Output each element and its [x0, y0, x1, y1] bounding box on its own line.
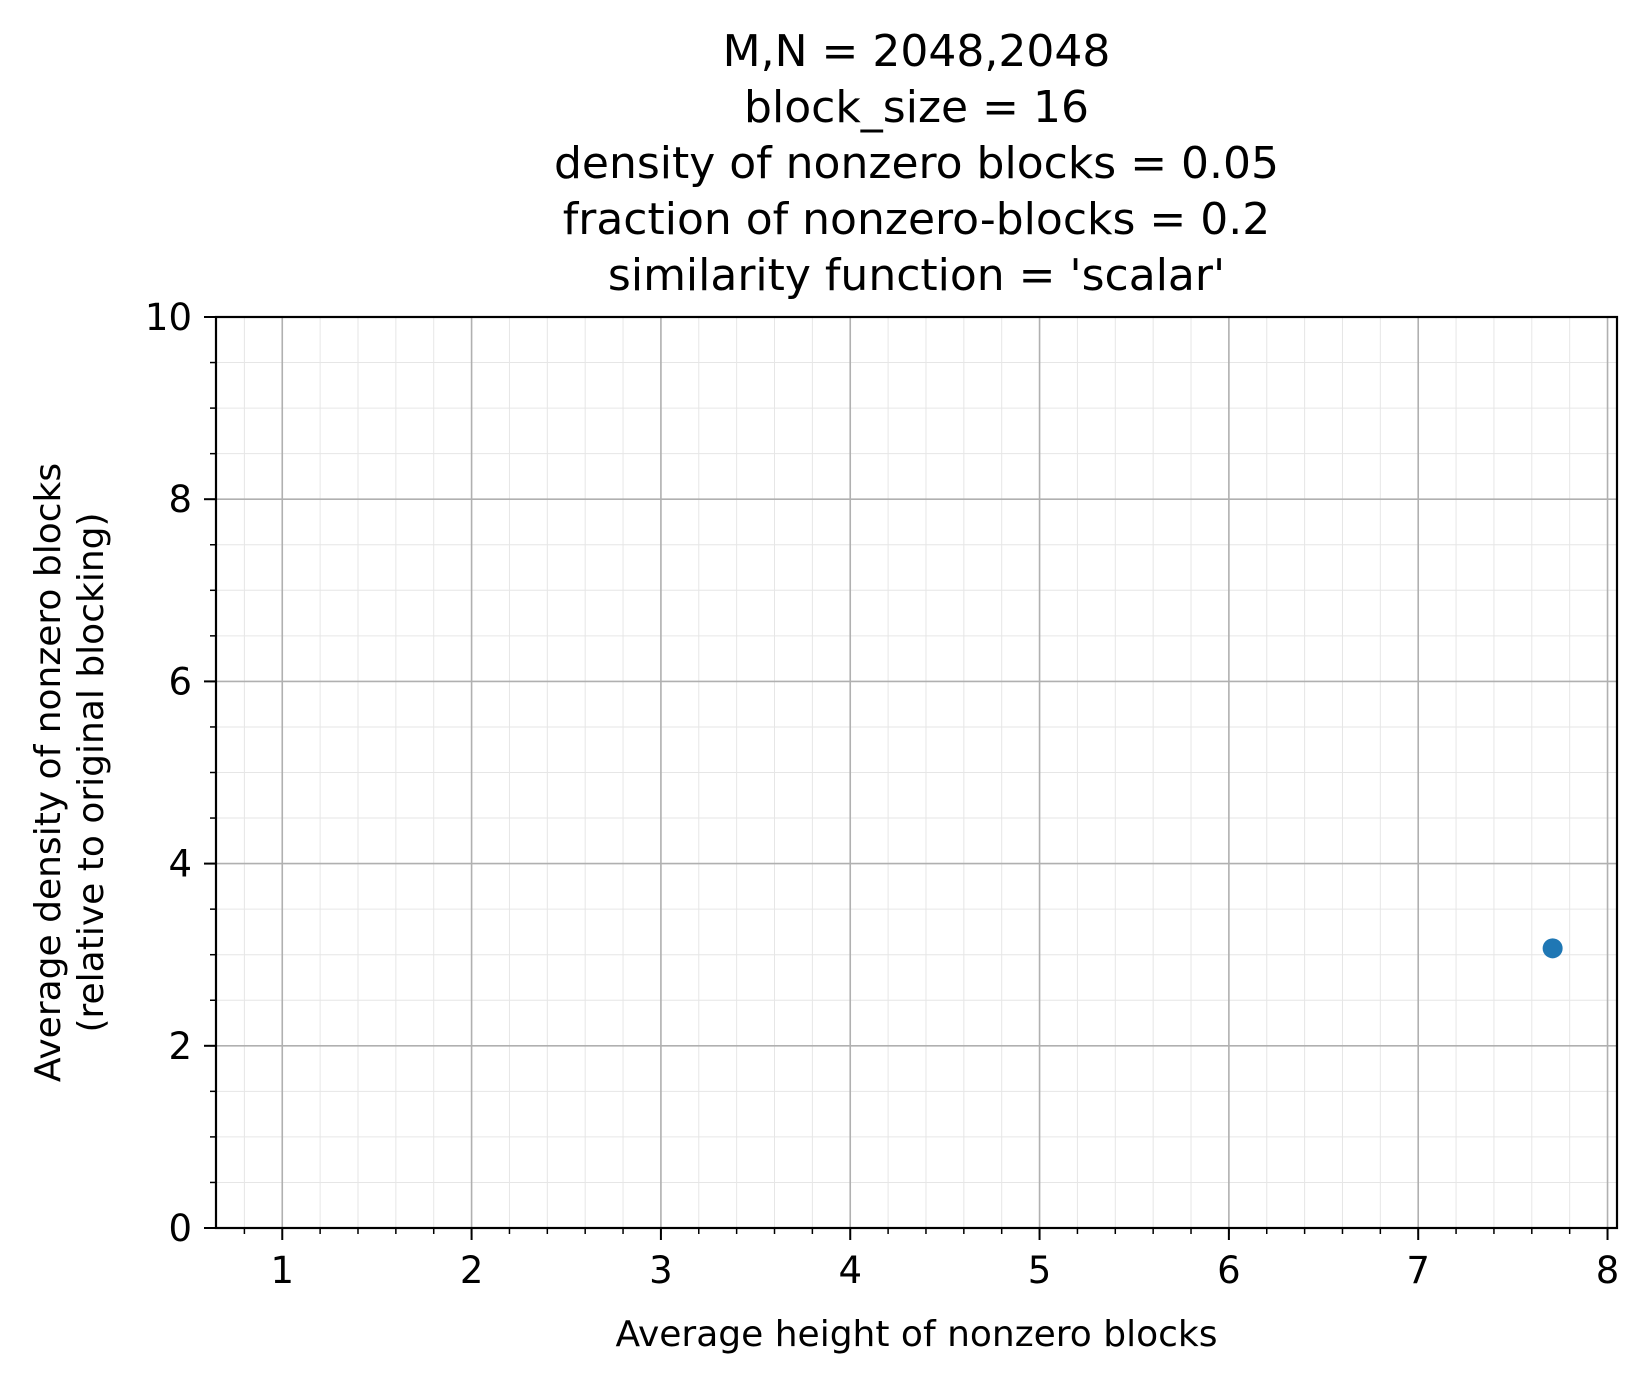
title-line: block_size = 16 — [744, 82, 1089, 133]
y-axis-label-line: Average density of nonzero blocks — [28, 463, 69, 1082]
x-tick-label: 6 — [1217, 1249, 1241, 1292]
data-points — [1542, 938, 1563, 959]
data-point — [1542, 938, 1563, 959]
x-tick-label: 8 — [1596, 1249, 1620, 1292]
title-line: density of nonzero blocks = 0.05 — [554, 138, 1279, 189]
title-line: M,N = 2048,2048 — [723, 26, 1111, 77]
x-tick-label: 7 — [1406, 1249, 1430, 1292]
y-tick-label: 6 — [168, 660, 192, 703]
x-tick-label: 4 — [838, 1249, 862, 1292]
x-tick-label: 5 — [1028, 1249, 1052, 1292]
x-axis-label: Average height of nonzero blocks — [615, 1314, 1217, 1355]
title-line: fraction of nonzero-blocks = 0.2 — [563, 194, 1270, 245]
x-axis-ticks: 1 2 3 4 5 6 7 8 — [243, 1228, 1620, 1292]
y-axis-label-line: (relative to original blocking) — [71, 512, 112, 1032]
x-tick-label: 3 — [649, 1249, 673, 1292]
y-tick-label: 2 — [168, 1025, 192, 1068]
y-tick-label: 0 — [168, 1207, 192, 1250]
y-tick-label: 10 — [145, 296, 192, 339]
y-axis-label: Average density of nonzero blocks (relati… — [28, 463, 112, 1082]
x-tick-label: 1 — [270, 1249, 294, 1292]
y-tick-label: 8 — [168, 478, 192, 521]
minor-grid — [216, 316, 1617, 1229]
y-tick-label: 4 — [168, 843, 192, 886]
y-axis-ticks: 0 2 4 6 8 10 — [145, 296, 216, 1250]
title-line: similarity function = 'scalar' — [608, 250, 1225, 301]
x-tick-label: 2 — [460, 1249, 484, 1292]
